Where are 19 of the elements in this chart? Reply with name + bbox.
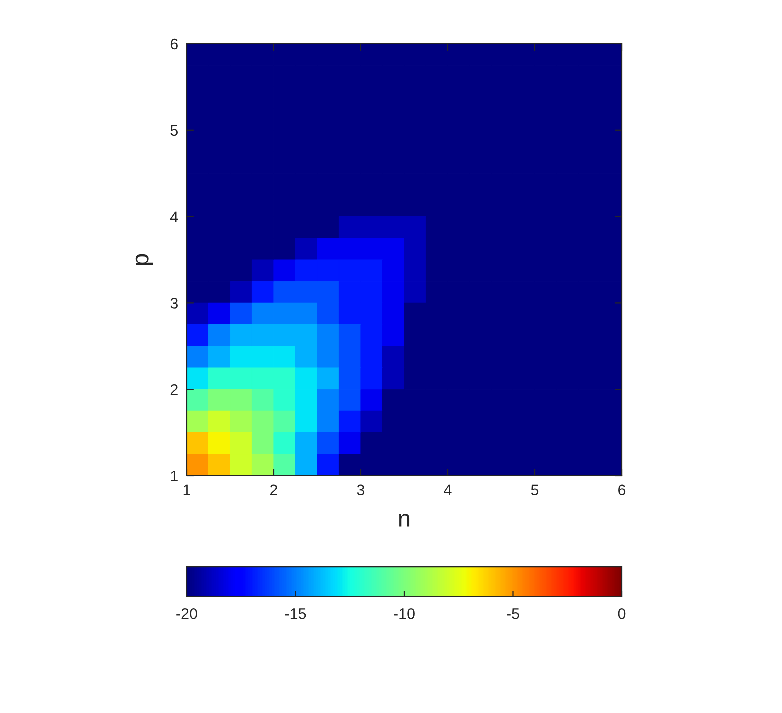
x-tick-label: 6 [618, 484, 626, 496]
color-bar-label: -10 [394, 608, 415, 620]
x-tick-label: 4 [444, 484, 452, 496]
y-tick-label: 1 [171, 471, 178, 482]
color-bar-label: 0 [618, 608, 626, 620]
y-tick-label: 4 [170, 212, 178, 222]
x-tick-label: 5 [531, 484, 539, 496]
y-tick-label: 3 [170, 298, 178, 309]
x-axis-title: n [399, 514, 410, 527]
color-bar-label: -20 [176, 608, 198, 620]
y-axis-title: p [136, 254, 154, 266]
x-tick-label: 3 [357, 484, 365, 496]
color-bar-label: -5 [507, 608, 520, 620]
x-tick-label: 2 [270, 484, 278, 496]
y-tick-label: 2 [170, 384, 178, 396]
y-tick-label: 5 [170, 125, 178, 136]
color-bar-label: -15 [285, 608, 306, 620]
y-tick-label: 6 [170, 38, 178, 50]
x-tick-label: 1 [184, 484, 190, 496]
